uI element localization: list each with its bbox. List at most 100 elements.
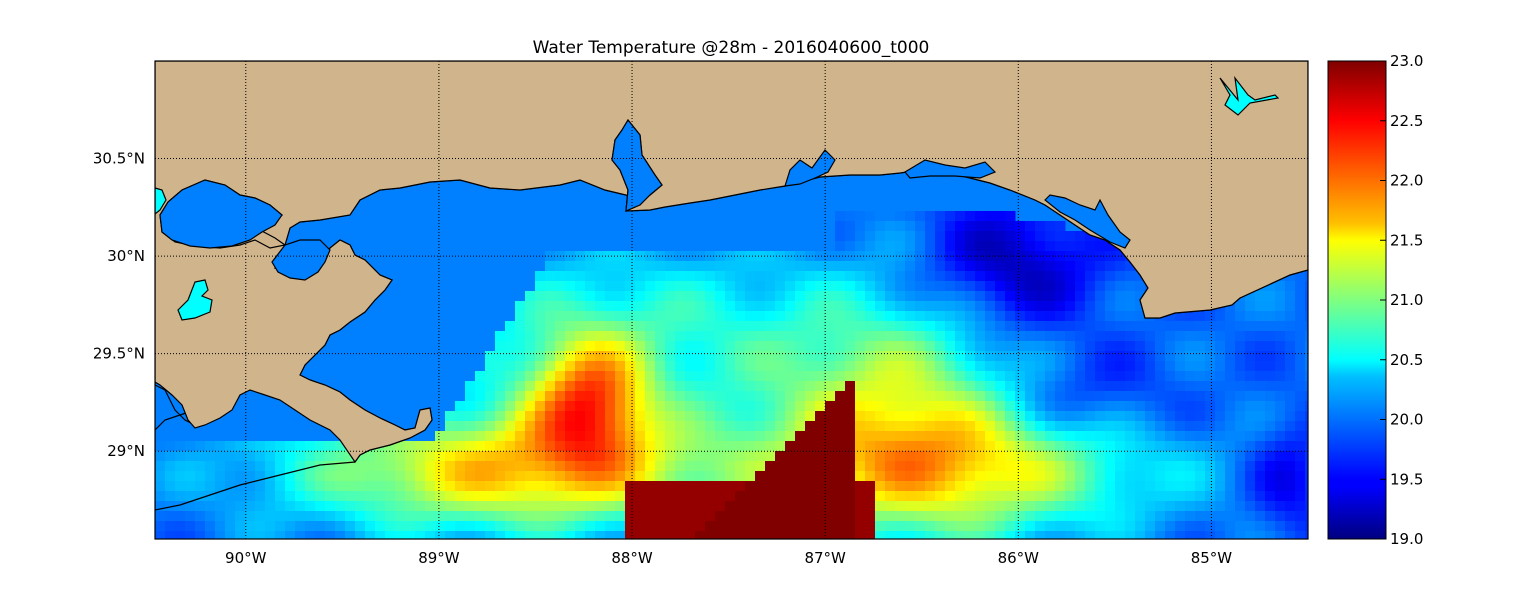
- temperature-cell: [335, 501, 346, 512]
- temperature-cell: [815, 431, 826, 442]
- temperature-cell: [1305, 421, 1308, 432]
- temperature-cell: [1025, 521, 1036, 532]
- temperature-cell: [705, 431, 716, 442]
- temperature-cell: [795, 431, 806, 442]
- temperature-cell: [505, 481, 516, 492]
- temperature-cell: [385, 461, 396, 472]
- temperature-cell: [935, 361, 946, 372]
- temperature-cell: [1175, 311, 1186, 322]
- temperature-cell: [705, 511, 716, 522]
- temperature-cell: [875, 381, 886, 392]
- temperature-cell: [845, 511, 856, 522]
- temperature-cell: [475, 471, 486, 482]
- temperature-cell: [695, 351, 706, 362]
- temperature-cell: [945, 501, 956, 512]
- temperature-cell: [1005, 411, 1016, 422]
- temperature-cell: [875, 351, 886, 362]
- temperature-cell: [955, 341, 966, 352]
- temperature-cell: [895, 471, 906, 482]
- temperature-cell: [755, 421, 766, 432]
- temperature-cell: [535, 491, 546, 502]
- temperature-cell: [895, 371, 906, 382]
- temperature-cell: [915, 261, 926, 272]
- temperature-cell: [1065, 481, 1076, 492]
- temperature-cell: [1085, 421, 1096, 432]
- temperature-cell: [735, 311, 746, 322]
- temperature-cell: [1045, 331, 1056, 342]
- temperature-cell: [1135, 381, 1146, 392]
- temperature-cell: [1305, 431, 1308, 442]
- temperature-cell: [975, 371, 986, 382]
- temperature-cell: [855, 301, 866, 312]
- temperature-cell: [1025, 471, 1036, 482]
- temperature-cell: [615, 511, 626, 522]
- temperature-cell: [155, 521, 166, 532]
- temperature-cell: [1275, 441, 1286, 452]
- temperature-cell: [835, 341, 846, 352]
- temperature-cell: [1175, 341, 1186, 352]
- temperature-cell: [1265, 521, 1276, 532]
- temperature-cell: [1125, 361, 1136, 372]
- temperature-cell: [635, 341, 646, 352]
- temperature-cell: [1305, 491, 1308, 502]
- temperature-cell: [655, 301, 666, 312]
- temperature-cell: [1015, 381, 1026, 392]
- temperature-cell: [1205, 371, 1216, 382]
- temperature-cell: [1125, 331, 1136, 342]
- temperature-cell: [1175, 401, 1186, 412]
- temperature-cell: [575, 441, 586, 452]
- temperature-cell: [985, 281, 996, 292]
- temperature-cell: [905, 241, 916, 252]
- temperature-cell: [1045, 491, 1056, 502]
- temperature-cell: [735, 431, 746, 442]
- temperature-cell: [1165, 461, 1176, 472]
- temperature-cell: [515, 351, 526, 362]
- temperature-cell: [905, 491, 916, 502]
- temperature-cell: [615, 501, 626, 512]
- temperature-cell: [1015, 391, 1026, 402]
- temperature-cell: [895, 241, 906, 252]
- temperature-cell: [1305, 501, 1308, 512]
- temperature-cell: [1155, 441, 1166, 452]
- temperature-cell: [155, 471, 166, 482]
- temperature-cell: [845, 401, 856, 412]
- temperature-cell: [1045, 291, 1056, 302]
- temperature-cell: [1135, 481, 1146, 492]
- temperature-cell: [775, 381, 786, 392]
- temperature-cell: [845, 351, 856, 362]
- temperature-cell: [655, 361, 666, 372]
- temperature-cell: [565, 361, 576, 372]
- temperature-cell: [465, 471, 476, 482]
- temperature-cell: [605, 371, 616, 382]
- temperature-cell: [975, 341, 986, 352]
- temperature-cell: [1125, 411, 1136, 422]
- temperature-cell: [435, 451, 446, 462]
- temperature-cell: [345, 471, 356, 482]
- temperature-cell: [905, 401, 916, 412]
- temperature-cell: [1115, 421, 1126, 432]
- temperature-cell: [565, 351, 576, 362]
- temperature-cell: [1045, 431, 1056, 442]
- temperature-cell: [815, 321, 826, 332]
- lake-borgne: [271, 239, 331, 281]
- temperature-cell: [905, 391, 916, 402]
- temperature-cell: [1285, 311, 1296, 322]
- temperature-cell: [1015, 301, 1026, 312]
- temperature-cell: [505, 441, 516, 452]
- temperature-cell: [255, 491, 266, 502]
- temperature-cell: [685, 341, 696, 352]
- temperature-cell: [1055, 271, 1066, 282]
- temperature-cell: [475, 491, 486, 502]
- temperature-cell: [1275, 291, 1286, 302]
- temperature-cell: [815, 391, 826, 402]
- temperature-cell: [195, 481, 206, 492]
- temperature-cell: [265, 531, 276, 539]
- temperature-cell: [555, 431, 566, 442]
- temperature-cell: [945, 341, 956, 352]
- temperature-cell: [1175, 321, 1186, 332]
- temperature-cell: [925, 441, 936, 452]
- temperature-cell: [725, 411, 736, 422]
- temperature-cell: [855, 381, 866, 392]
- temperature-cell: [1005, 491, 1016, 502]
- temperature-cell: [1265, 461, 1276, 472]
